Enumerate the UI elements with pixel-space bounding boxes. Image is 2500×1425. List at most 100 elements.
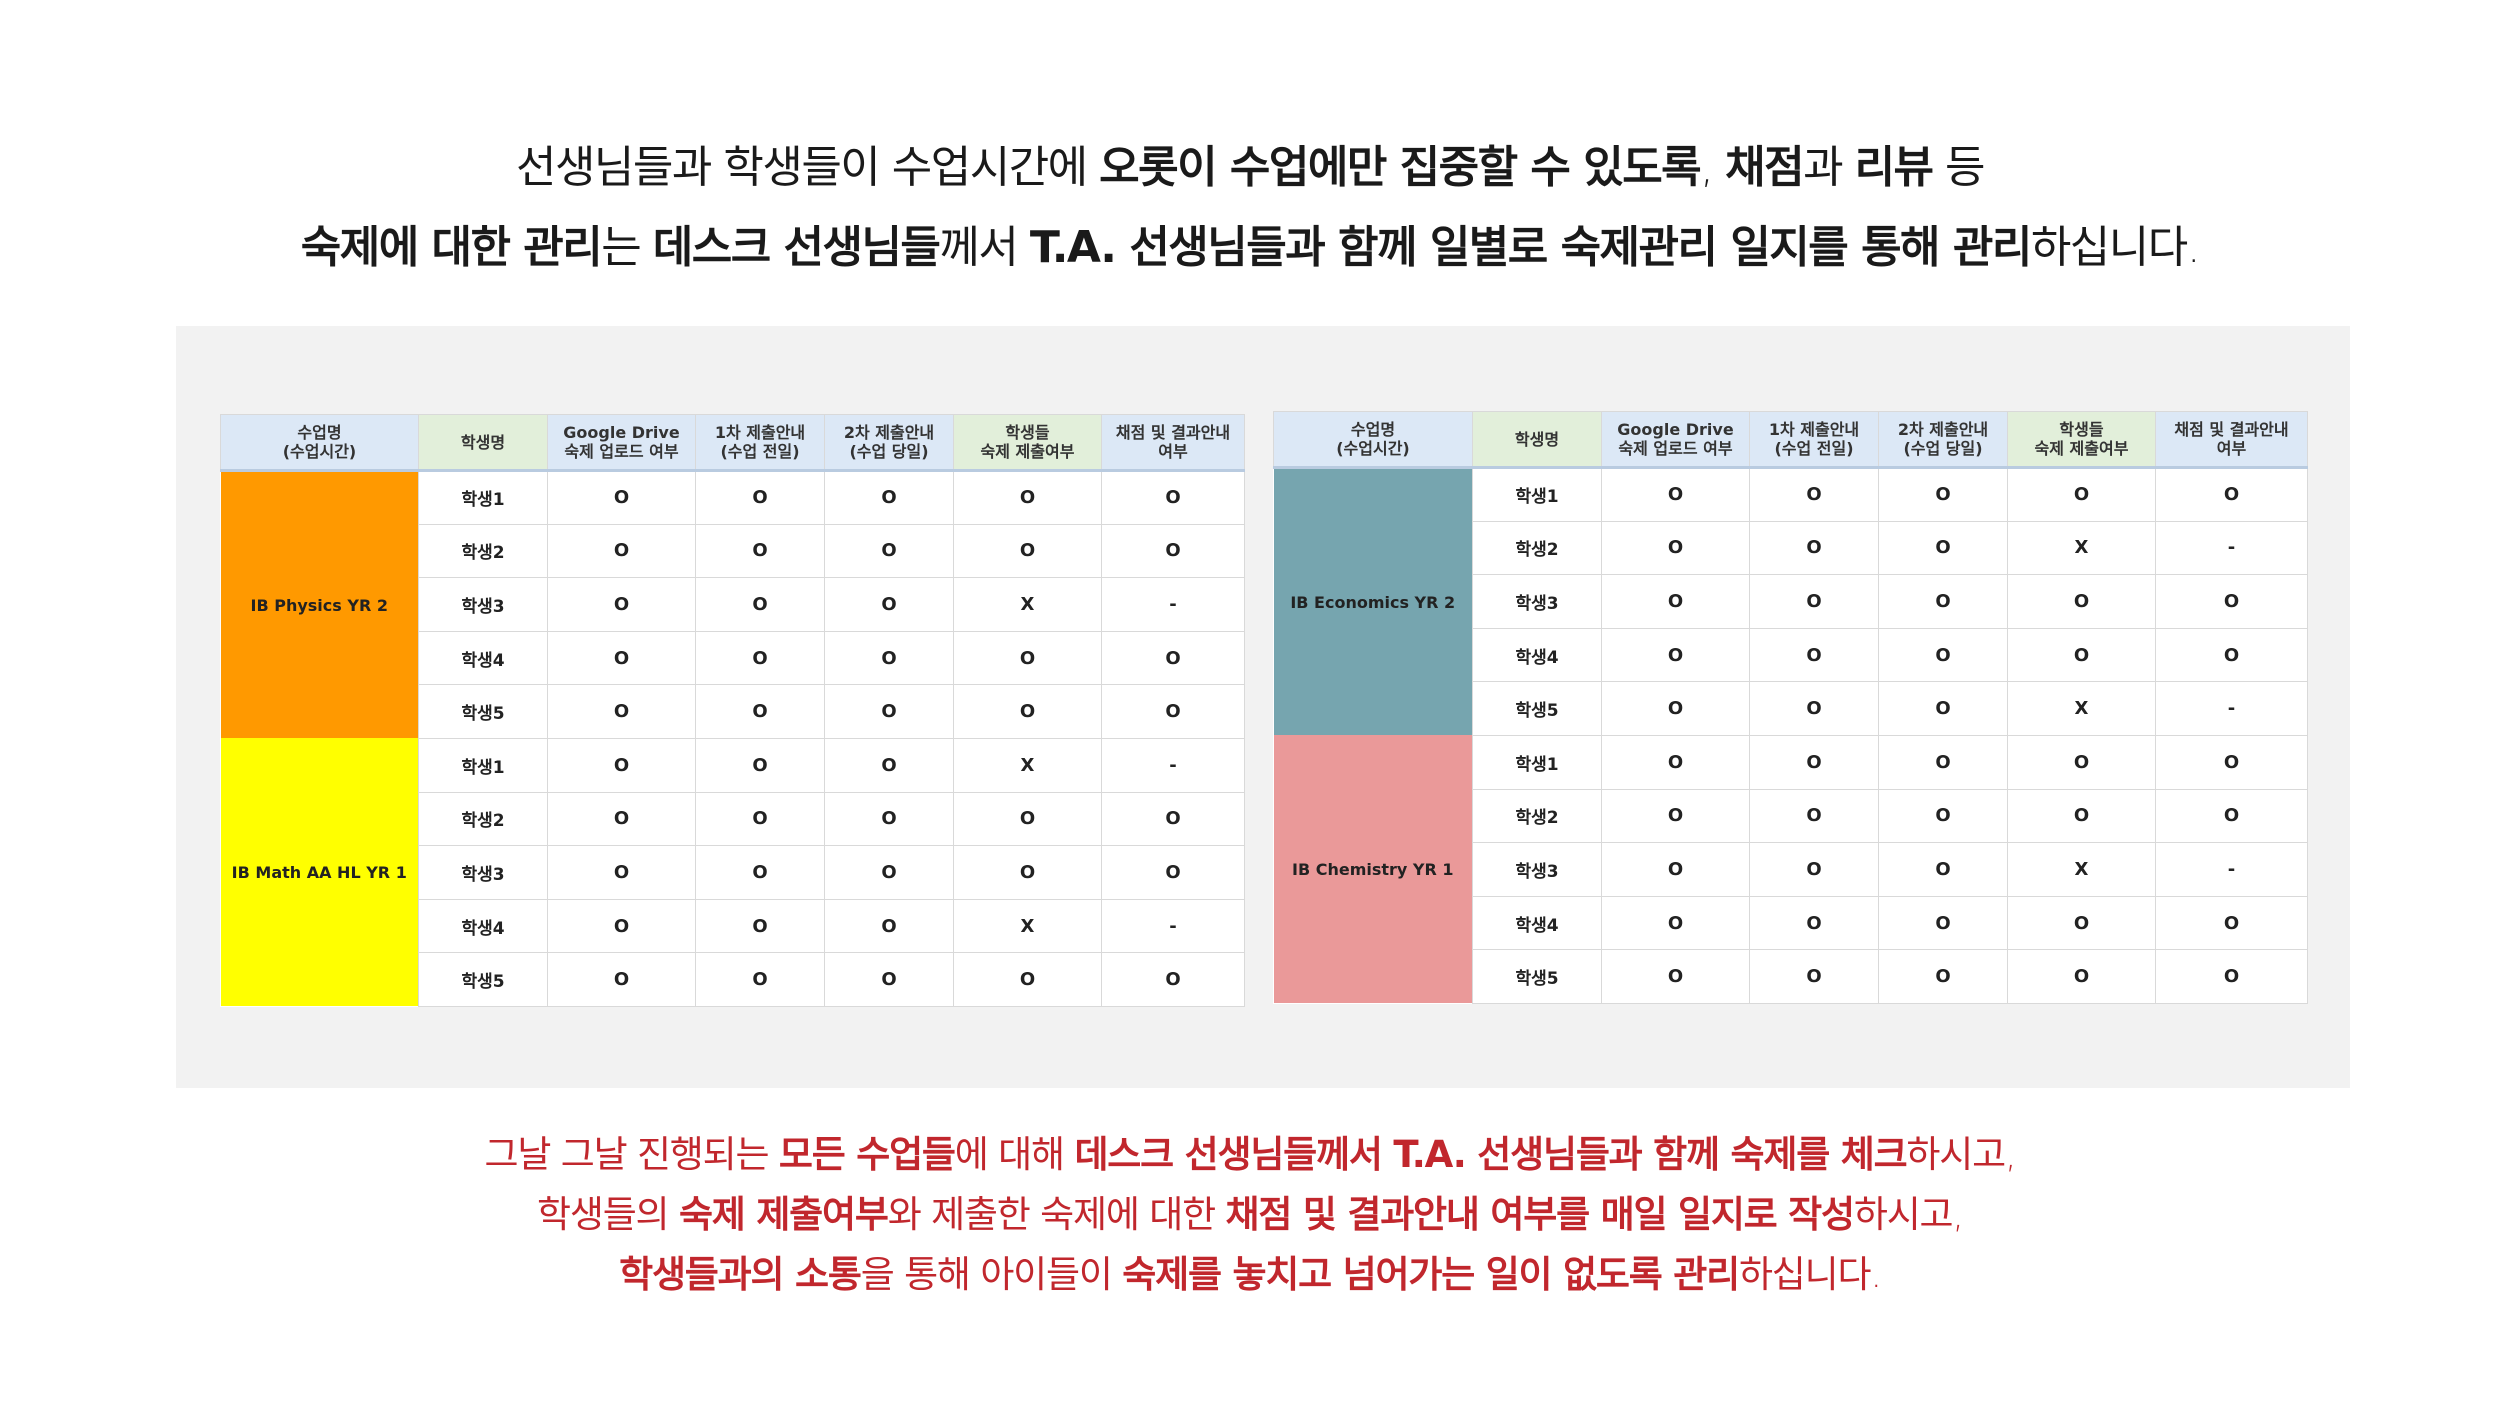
status-cell: O xyxy=(1601,734,1750,790)
status-cell: O xyxy=(953,952,1102,1007)
header-second-notice: 2차 제출안내 (수업 당일) xyxy=(1878,411,2008,469)
status-cell: O xyxy=(2155,627,2308,683)
header-drive-upload: Google Drive 숙제 업로드 여부 xyxy=(547,414,696,472)
status-cell: O xyxy=(695,791,825,847)
status-cell: O xyxy=(824,684,954,739)
status-cell: O xyxy=(547,523,696,579)
status-cell: O xyxy=(547,470,696,525)
emphasis-text: 숙제를 놓치고 넘어가는 일이 없도록 관리 xyxy=(1122,1253,1740,1296)
status-cell: O xyxy=(824,845,954,900)
status-cell: O xyxy=(2007,895,2156,951)
status-cell: O xyxy=(547,684,696,739)
student-name-cell: 학생4 xyxy=(1472,627,1602,683)
class-name-cell: IB Math AA HL YR 1 xyxy=(220,738,419,1007)
student-name-cell: 학생3 xyxy=(418,845,548,900)
student-name-cell: 학생4 xyxy=(418,898,548,954)
student-name-cell: 학생3 xyxy=(1472,842,1602,897)
closing-line-2: 학생들의 숙제 제출여부와 제출한 숙제에 대한 채점 및 결과안내 여부를 매… xyxy=(0,1185,2500,1245)
status-cell: O xyxy=(953,470,1102,525)
status-cell: O xyxy=(2155,574,2308,629)
body-text: 하십니다. xyxy=(1738,1253,1882,1296)
status-cell: - xyxy=(2155,681,2308,736)
student-name-cell: 학생2 xyxy=(418,791,548,847)
status-cell: O xyxy=(1878,949,2008,1004)
body-text: 학생들의 xyxy=(537,1193,679,1236)
status-cell: - xyxy=(1101,898,1245,954)
intro-line-1: 선생님들과 학생들이 수업시간에 오롯이 수업에만 집중할 수 있도록, 채점과… xyxy=(0,128,2500,208)
status-cell: O xyxy=(1601,681,1750,736)
body-text: 하시고, xyxy=(1853,1193,1964,1236)
closing-text: 그날 그날 진행되는 모든 수업들에 대해 데스크 선생님들께서 T.A. 선생… xyxy=(0,1125,2500,1305)
status-cell: O xyxy=(1601,520,1750,576)
header-class-name: 수업명 (수업시간) xyxy=(220,414,419,472)
header-drive-upload: Google Drive 숙제 업로드 여부 xyxy=(1601,411,1750,469)
status-cell: O xyxy=(547,845,696,900)
status-cell: O xyxy=(695,630,825,686)
status-cell: O xyxy=(824,523,954,579)
status-cell: O xyxy=(1878,681,2008,736)
status-cell: O xyxy=(547,577,696,632)
table-row: IB Economics YR 2 학생1 O O O O O xyxy=(1273,467,2308,736)
status-cell: O xyxy=(1601,895,1750,951)
emphasis-text: 학생들과의 소통 xyxy=(619,1253,862,1296)
status-cell: O xyxy=(1749,895,1879,951)
table-row: IB Math AA HL YR 1 학생1 O O O X - xyxy=(220,737,1245,1007)
header-grading: 채점 및 결과안내 여부 xyxy=(2155,411,2308,469)
student-name-cell: 학생2 xyxy=(1472,520,1602,576)
table-row: 학생4 O O O X - xyxy=(221,898,1245,954)
status-cell: O xyxy=(1878,788,2008,844)
body-text: , xyxy=(1700,142,1726,193)
status-cell: X xyxy=(953,737,1102,793)
status-cell: O xyxy=(1101,845,1245,900)
emphasis-text: 채점 xyxy=(1725,142,1804,193)
table-row: 학생4 O O O O O xyxy=(1274,895,2308,951)
student-name-cell: 학생1 xyxy=(418,737,548,793)
status-cell: O xyxy=(695,737,825,793)
body-text: 선생님들과 학생들이 수업시간에 xyxy=(515,142,1100,193)
status-cell: - xyxy=(2155,520,2308,576)
student-name-cell: 학생2 xyxy=(1472,788,1602,844)
status-cell: O xyxy=(1101,470,1245,525)
status-cell: O xyxy=(1601,788,1750,844)
status-cell: O xyxy=(547,952,696,1007)
body-text: 께서 xyxy=(939,222,1030,273)
status-cell: - xyxy=(1101,577,1245,632)
student-name-cell: 학생5 xyxy=(1472,681,1602,736)
homework-log-panel: 수업명 (수업시간) 학생명 Google Drive 숙제 업로드 여부 1차 제출… xyxy=(176,326,2350,1088)
status-cell: O xyxy=(953,630,1102,686)
status-cell: O xyxy=(2007,574,2156,629)
emphasis-text: T.A. 선생님들과 함께 일별로 숙제관리 일지를 통해 관리 xyxy=(1029,222,2032,273)
emphasis-text: 채점 및 결과안내 여부를 매일 일지로 작성 xyxy=(1225,1193,1856,1236)
status-cell: O xyxy=(1749,627,1879,683)
status-cell: O xyxy=(1101,523,1245,579)
status-cell: O xyxy=(1601,574,1750,629)
status-cell: O xyxy=(1101,630,1245,686)
student-name-cell: 학생4 xyxy=(418,630,548,686)
status-cell: O xyxy=(824,630,954,686)
emphasis-text: 숙제 제출여부 xyxy=(678,1193,889,1236)
student-name-cell: 학생1 xyxy=(1472,734,1602,790)
status-cell: O xyxy=(547,737,696,793)
status-cell: X xyxy=(953,577,1102,632)
table-row: 학생5 O O O O O xyxy=(1274,949,2308,1004)
status-cell: O xyxy=(1878,734,2008,790)
body-text: 하시고, xyxy=(1906,1133,2016,1176)
status-cell: O xyxy=(824,898,954,954)
status-cell: O xyxy=(2155,949,2308,1004)
status-cell: X xyxy=(2007,681,2156,736)
student-name-cell: 학생1 xyxy=(418,470,548,525)
body-text: 을 통해 아이들이 xyxy=(860,1253,1123,1296)
student-name-cell: 학생5 xyxy=(418,952,548,1007)
status-cell: O xyxy=(2007,627,2156,683)
homework-log-table-right: 수업명 (수업시간) 학생명 Google Drive 숙제 업로드 여부 1차 제출… xyxy=(1273,411,2308,1004)
status-cell: O xyxy=(695,684,825,739)
closing-line-1: 그날 그날 진행되는 모든 수업들에 대해 데스크 선생님들께서 T.A. 선생… xyxy=(0,1125,2500,1185)
student-name-cell: 학생4 xyxy=(1472,895,1602,951)
status-cell: X xyxy=(2007,842,2156,897)
status-cell: O xyxy=(1601,467,1750,522)
student-name-cell: 학생3 xyxy=(418,577,548,632)
emphasis-text: 모든 수업들 xyxy=(778,1133,956,1176)
status-cell: O xyxy=(695,523,825,579)
status-cell: O xyxy=(1749,520,1879,576)
status-cell: O xyxy=(2007,788,2156,844)
